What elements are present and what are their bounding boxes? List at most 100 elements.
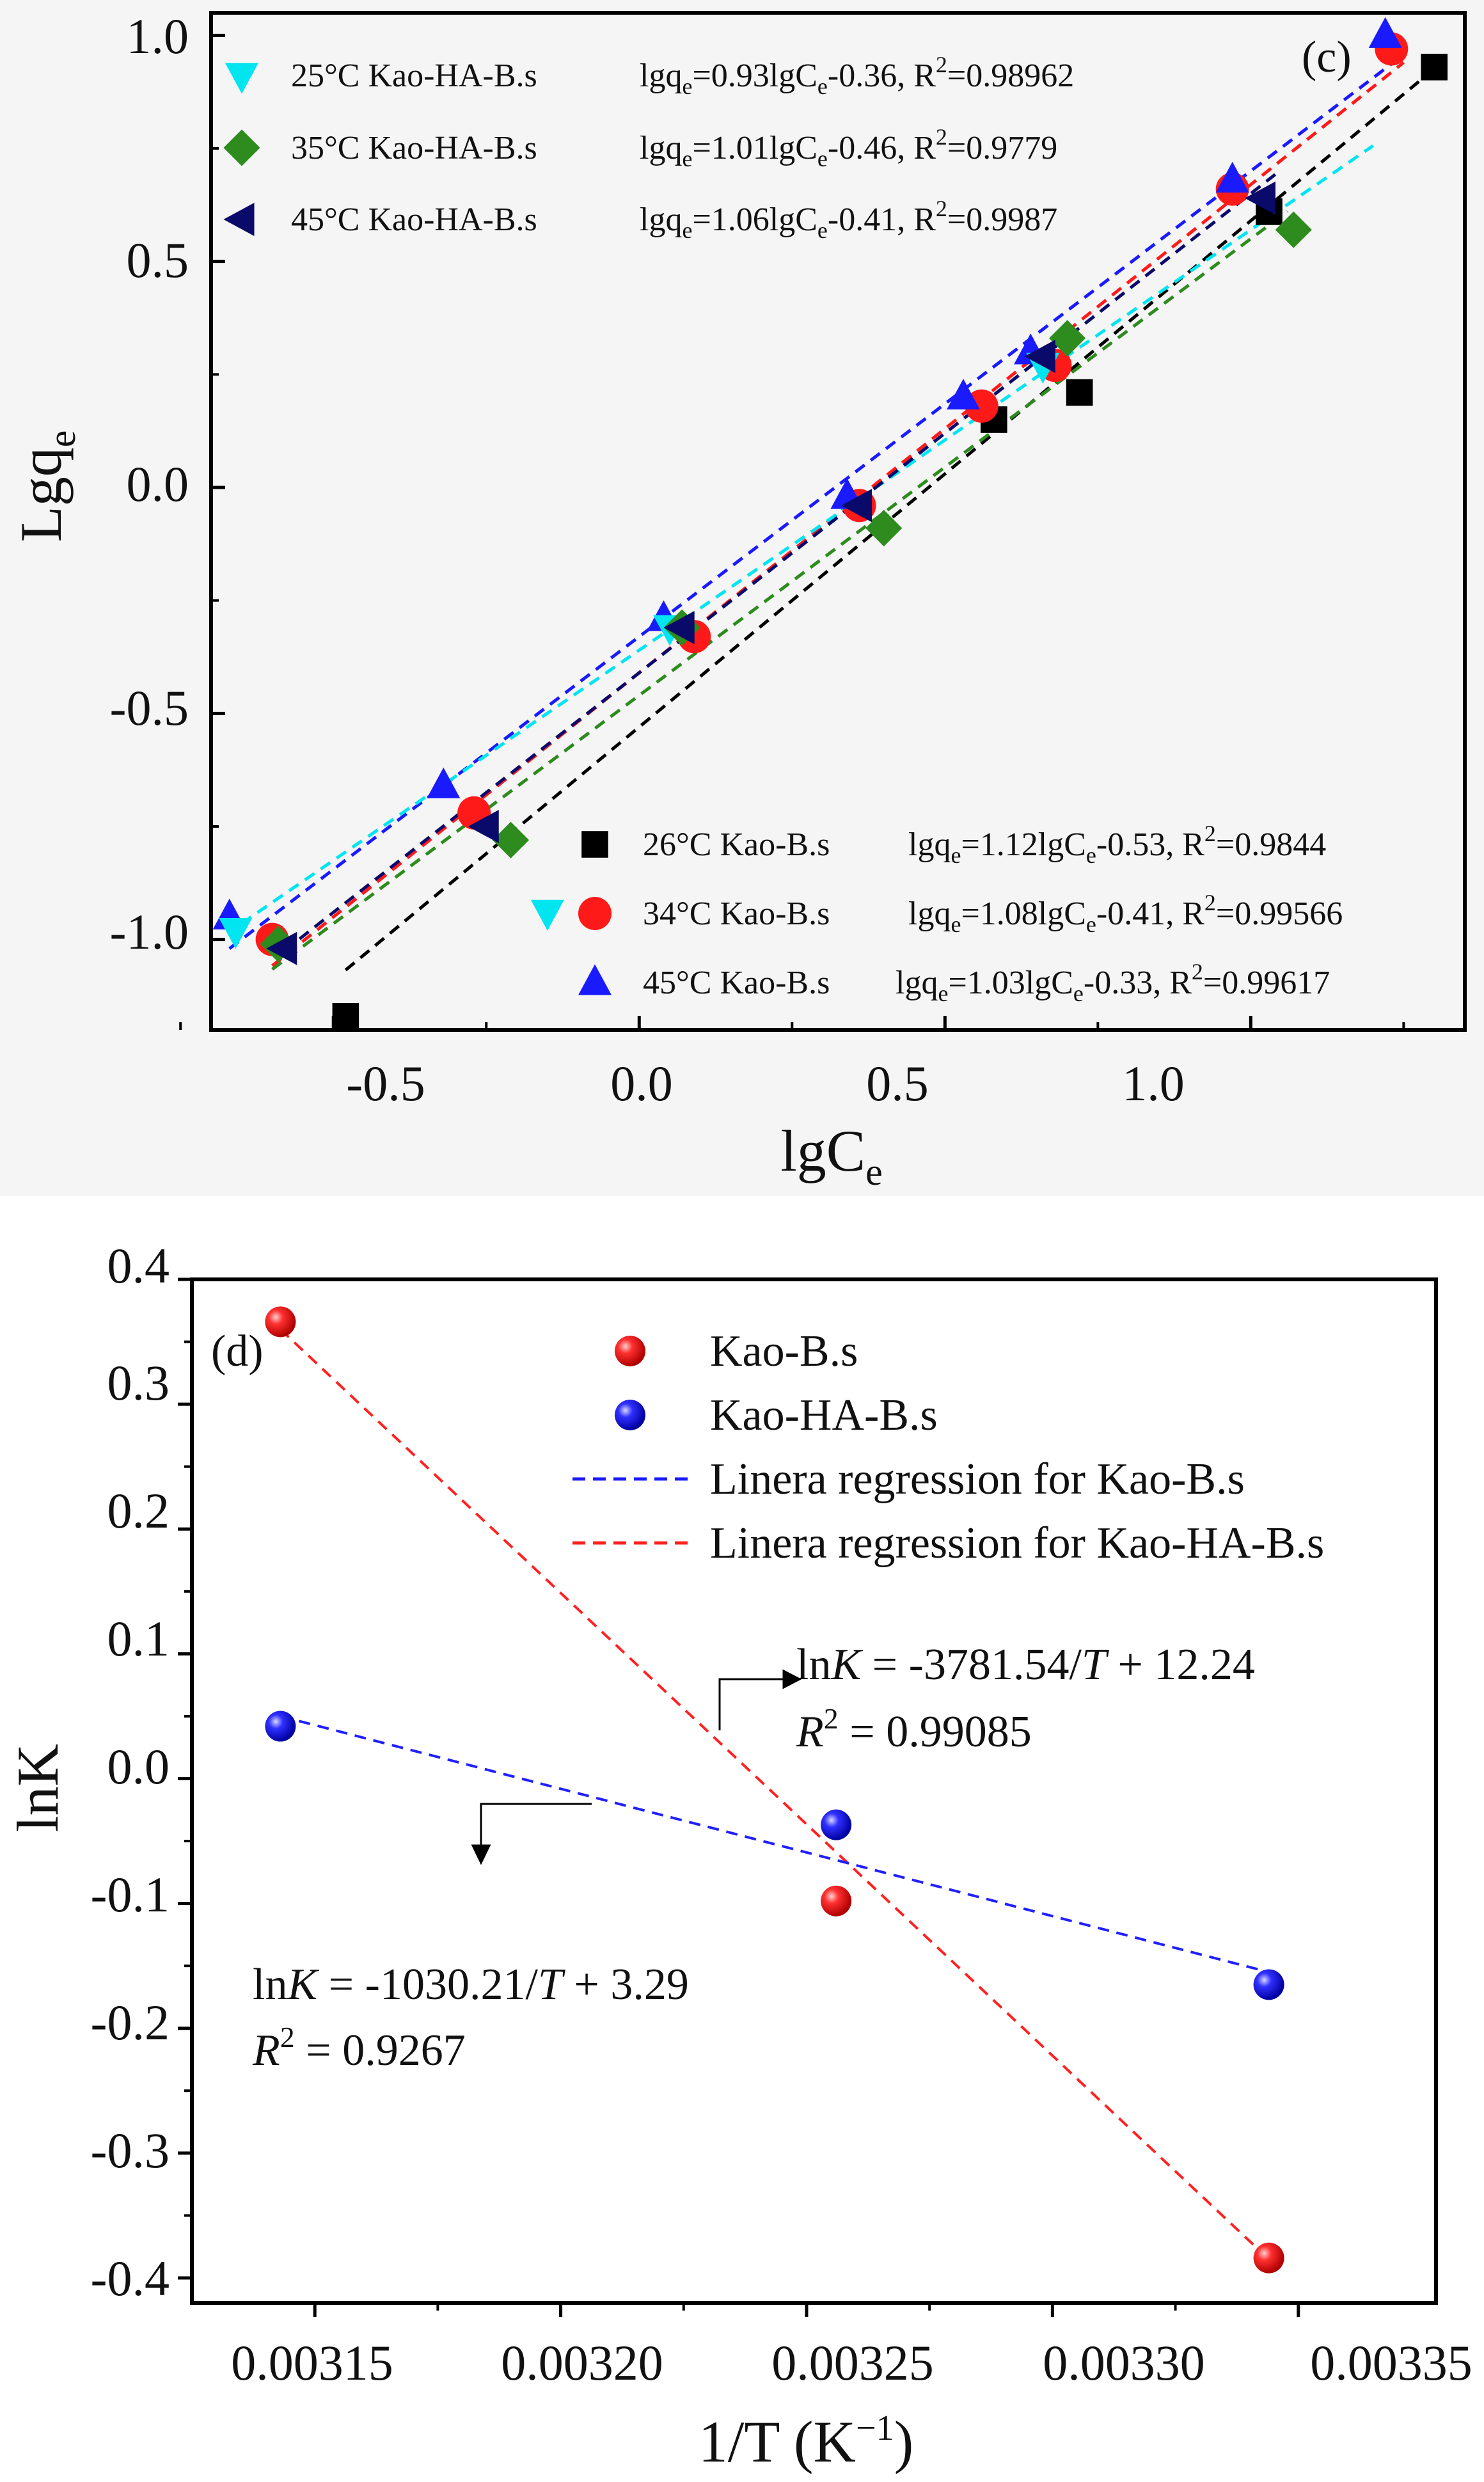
d-fit-line <box>280 1714 1270 1973</box>
c-fit-line <box>271 210 1289 971</box>
d-xtick-label: 0.00335 <box>1310 2335 1472 2391</box>
d-data-point <box>265 1306 296 1338</box>
d-legend-label: Kao-B.s <box>710 1327 858 1376</box>
d-upper-equation: lnK = -3781.54/T + 12.24 <box>796 1640 1255 1689</box>
c-ytick-label: -0.5 <box>110 680 189 736</box>
panel-c-axis-ticks <box>179 33 1405 1030</box>
c-legend-equation: lgqe=1.01lgCe-0.46, R2=0.9779 <box>640 124 1057 171</box>
panel-c-chart: -1.0 -0.5 0.0 0.5 1.0 -0.5 0.0 0.5 1.0 l… <box>8 8 1467 1193</box>
c-legend-entry: 45°C Kao-B.s lgqe=1.03lgCe-0.33, R2=0.99… <box>643 959 1330 1006</box>
d-ytick-label: 0.1 <box>107 1611 170 1666</box>
panel-d-chart: -0.4 -0.3 -0.2 -0.1 0.0 0.1 0.2 0.3 0.4 … <box>5 1238 1472 2474</box>
c-legend-equation: lgqe=1.06lgCe-0.41, R2=0.9987 <box>640 196 1057 243</box>
c-legend-name: 45°C Kao-B.s <box>643 965 830 1001</box>
c-data-point <box>663 611 695 645</box>
c-legend-marker <box>223 203 255 236</box>
panel-d-background <box>0 1196 1484 2482</box>
c-fit-line <box>344 67 1435 972</box>
d-y-axis-label: lnK <box>5 1744 70 1832</box>
c-legend-top: 25°C Kao-HA-B.s lgqe=0.93lgCe-0.36, R2=0… <box>291 52 1074 243</box>
c-fit-line <box>241 144 1375 925</box>
c-data-point <box>266 931 297 965</box>
c-legend-entry: 34°C Kao-B.s lgqe=1.08lgCe-0.41, R2=0.99… <box>643 890 1343 937</box>
c-data-point <box>1215 161 1249 193</box>
c-legend-equation: lgqe=1.08lgCe-0.41, R2=0.99566 <box>908 890 1343 937</box>
d-legend-label: Linera regression for Kao-HA-B.s <box>710 1519 1324 1568</box>
panel-c-data-points <box>212 17 1448 1030</box>
c-data-point <box>1066 379 1093 406</box>
d-ytick-label: -0.2 <box>91 1995 170 2050</box>
d-data-point <box>821 1809 852 1840</box>
c-data-point <box>530 899 564 931</box>
c-data-point <box>1421 54 1448 81</box>
panel-c-plot-frame <box>209 11 1467 1032</box>
d-fit-line <box>280 1328 1270 2261</box>
c-data-point <box>1024 340 1055 374</box>
c-ytick-label: 0.5 <box>127 232 189 288</box>
d-ytick-label: 0.0 <box>107 1739 170 1794</box>
c-data-point <box>865 510 903 547</box>
c-legend-equation: lgqe=1.12lgCe-0.53, R2=0.9844 <box>908 821 1326 868</box>
d-ytick-label: 0.4 <box>107 1238 170 1293</box>
d-data-point <box>1253 2242 1284 2273</box>
d-ytick-label: 0.3 <box>107 1355 170 1411</box>
d-ytick-label: -0.4 <box>91 2250 170 2306</box>
c-legend-marker <box>578 964 612 995</box>
c-y-axis-label: Lgqe <box>8 431 83 542</box>
c-legend-marker <box>581 831 608 858</box>
c-legend-name: 35°C Kao-HA-B.s <box>291 130 537 166</box>
d-upper-annotation-arrow <box>718 1669 802 1730</box>
panel-d-plot-frame <box>190 1277 1438 2305</box>
c-legend-bottom: 26°C Kao-B.s lgqe=1.12lgCe-0.53, R2=0.98… <box>643 821 1343 1006</box>
d-ytick-label: -0.1 <box>91 1867 170 1922</box>
d-xtick-label: 0.00325 <box>771 2335 934 2391</box>
c-data-point <box>841 489 872 523</box>
c-legend-equation: lgqe=0.93lgCe-0.36, R2=0.98962 <box>640 52 1074 99</box>
c-legend-marker <box>223 129 260 166</box>
c-ytick-label: 1.0 <box>127 8 189 64</box>
d-upper-r2: R2 = 0.99085 <box>796 1702 1032 1757</box>
d-panel-label: (d) <box>211 1327 264 1376</box>
panel-d-data-points <box>265 1306 1284 2273</box>
d-data-point <box>821 1885 852 1917</box>
c-panel-label: (c) <box>1302 33 1352 82</box>
c-legend-marker <box>225 63 258 94</box>
d-x-axis-label: 1/T (K−1) <box>699 2408 913 2474</box>
c-data-point <box>947 379 980 410</box>
c-x-axis-label: lgCe <box>780 1118 883 1193</box>
c-ytick-label: 0.0 <box>127 456 189 512</box>
c-legend-name: 26°C Kao-B.s <box>643 826 830 863</box>
c-data-point <box>468 810 499 843</box>
c-legend-entry: 25°C Kao-HA-B.s lgqe=0.93lgCe-0.36, R2=0… <box>291 52 1074 99</box>
d-xtick-label: 0.00330 <box>1043 2335 1205 2391</box>
c-legend-name: 25°C Kao-HA-B.s <box>291 58 537 94</box>
d-legend-markers <box>572 1336 691 1545</box>
d-xtick-label: 0.00320 <box>501 2335 663 2391</box>
d-lower-r2: R2 = 0.9267 <box>252 2021 466 2075</box>
c-legend-equation: lgqe=1.03lgCe-0.33, R2=0.99617 <box>896 959 1330 1006</box>
panel-d-fit-lines <box>280 1328 1270 2261</box>
c-data-point <box>492 821 530 858</box>
d-legend-label: Kao-HA-B.s <box>710 1391 938 1440</box>
c-data-point <box>332 1003 359 1030</box>
c-legend-entry: 26°C Kao-B.s lgqe=1.12lgCe-0.53, R2=0.98… <box>643 821 1326 868</box>
c-legend-marker <box>578 897 612 930</box>
c-legend-name: 45°C Kao-HA-B.s <box>291 202 537 238</box>
c-data-point <box>1275 211 1312 248</box>
c-fit-line <box>228 62 1393 950</box>
d-data-point <box>265 1711 296 1742</box>
c-data-point <box>219 918 253 949</box>
c-data-point <box>1244 181 1275 215</box>
d-ytick-label: -0.3 <box>91 2122 170 2178</box>
d-ytick-label: 0.2 <box>107 1483 170 1538</box>
panel-d-axis-ticks <box>178 1277 1300 2317</box>
d-lower-annotation-arrow <box>471 1803 592 1865</box>
c-xtick-label: 1.0 <box>1122 1055 1185 1111</box>
c-data-point <box>1368 17 1402 48</box>
c-xtick-label: -0.5 <box>346 1055 425 1111</box>
d-xtick-label: 0.00315 <box>231 2335 393 2391</box>
c-legend-entry: 45°C Kao-HA-B.s lgqe=1.06lgCe-0.41, R2=0… <box>291 196 1057 243</box>
c-xtick-label: 0.5 <box>866 1055 929 1111</box>
d-legend-label: Linera regression for Kao-B.s <box>710 1455 1245 1504</box>
